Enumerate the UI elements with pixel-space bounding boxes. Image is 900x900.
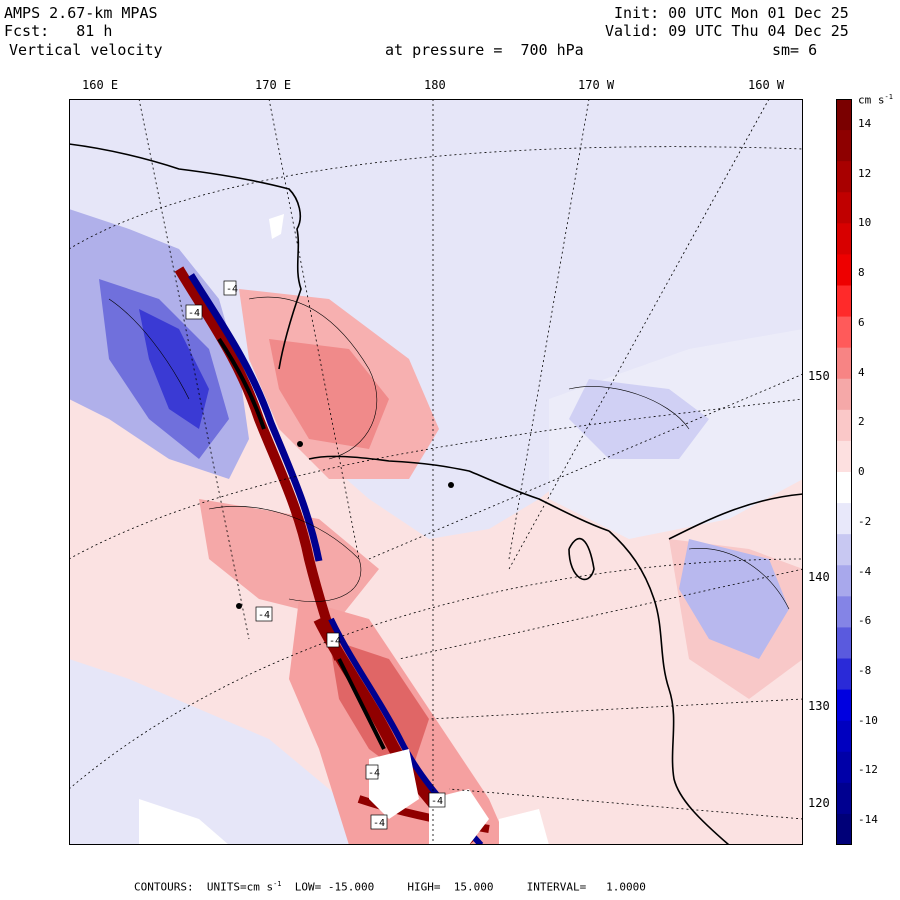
colorbar-tick-label: 10 <box>858 216 871 229</box>
units-exponent: -1 <box>273 880 281 888</box>
colorbar-units: cm s-1 <box>858 93 893 107</box>
lon-label-160w: 160 W <box>748 78 784 92</box>
model-title: AMPS 2.67-km MPAS <box>4 4 158 22</box>
colorbar-tick-label: -14 <box>858 813 878 826</box>
colorbar-tick-label: 12 <box>858 167 871 180</box>
contour-label-6: -4 <box>431 796 443 807</box>
contour-info: CONTOURS: UNITS=cm s-1 LOW= -15.000 HIGH… <box>134 880 646 894</box>
lon-label-170w: 170 W <box>578 78 614 92</box>
interval-value: INTERVAL= 1.0000 <box>527 881 646 894</box>
lon-label-170e: 170 E <box>255 78 291 92</box>
colorbar-band <box>836 223 852 255</box>
colorbar-band <box>836 752 852 784</box>
colorbar-band <box>836 472 852 504</box>
colorbar-band <box>836 348 852 380</box>
forecast-hour: Fcst: 81 h <box>4 22 112 40</box>
colorbar-tick-label: -4 <box>858 565 871 578</box>
color-scale-bar <box>836 99 852 845</box>
contour-label-1: -4 <box>226 284 238 295</box>
colorbar-tick-label: 8 <box>858 266 865 279</box>
colorbar-tick-label: -6 <box>858 614 871 627</box>
lon-label-180: 180 <box>424 78 446 92</box>
colorbar-band <box>836 783 852 815</box>
contour-label-5: -4 <box>368 768 380 779</box>
valid-time: Valid: 09 UTC Thu 04 Dec 25 <box>605 22 849 40</box>
colorbar-band <box>836 99 852 131</box>
colorbar-units-exponent: -1 <box>885 93 893 101</box>
init-time: Init: 00 UTC Mon 01 Dec 25 <box>614 4 849 22</box>
colorbar-band <box>836 690 852 722</box>
colorbar-band <box>836 192 852 224</box>
colorbar-band <box>836 596 852 628</box>
colorbar-tick-label: -10 <box>858 714 878 727</box>
colorbar-band <box>836 410 852 442</box>
colorbar-band <box>836 534 852 566</box>
colorbar-tick-label: -12 <box>858 763 878 776</box>
colorbar-tick-label: -2 <box>858 515 871 528</box>
colorbar-band <box>836 379 852 411</box>
colorbar-tick-label: -8 <box>858 664 871 677</box>
colorbar-band <box>836 721 852 753</box>
field-name: Vertical velocity <box>9 41 163 59</box>
pressure-level: at pressure = 700 hPa <box>385 41 584 59</box>
colorbar-band <box>836 161 852 193</box>
high-value: HIGH= 15.000 <box>407 881 493 894</box>
colorbar-units-text: cm s <box>858 94 885 107</box>
colorbar-band <box>836 814 852 845</box>
colorbar-band <box>836 254 852 286</box>
units-label: UNITS=cm s <box>207 881 273 894</box>
colorbar-band <box>836 503 852 535</box>
colorbar-band <box>836 286 852 318</box>
colorbar-tick-label: 6 <box>858 316 865 329</box>
colorbar-tick-label: 0 <box>858 465 865 478</box>
contour-label-4: -4 <box>258 610 270 621</box>
vertical-velocity-map: -4 -4 -4 -4 -4 -4 -4 <box>69 99 803 845</box>
colorbar-band <box>836 130 852 162</box>
colorbar-band <box>836 627 852 659</box>
contours-label: CONTOURS: <box>134 881 194 894</box>
colorbar-tick-label: 14 <box>858 117 871 130</box>
contour-label-3: -4 <box>329 636 341 647</box>
colorbar-band <box>836 659 852 691</box>
colorbar-band <box>836 565 852 597</box>
contour-label-7: -4 <box>373 818 385 829</box>
smoothing: sm= 6 <box>772 41 817 59</box>
colorbar-tick-label: 2 <box>858 415 865 428</box>
colorbar-band <box>836 317 852 349</box>
colorbar-tick-label: 4 <box>858 366 865 379</box>
colorbar-band <box>836 441 852 473</box>
contour-label-2: -4 <box>188 308 200 319</box>
lon-label-160e: 160 E <box>82 78 118 92</box>
low-value: LOW= -15.000 <box>295 881 374 894</box>
